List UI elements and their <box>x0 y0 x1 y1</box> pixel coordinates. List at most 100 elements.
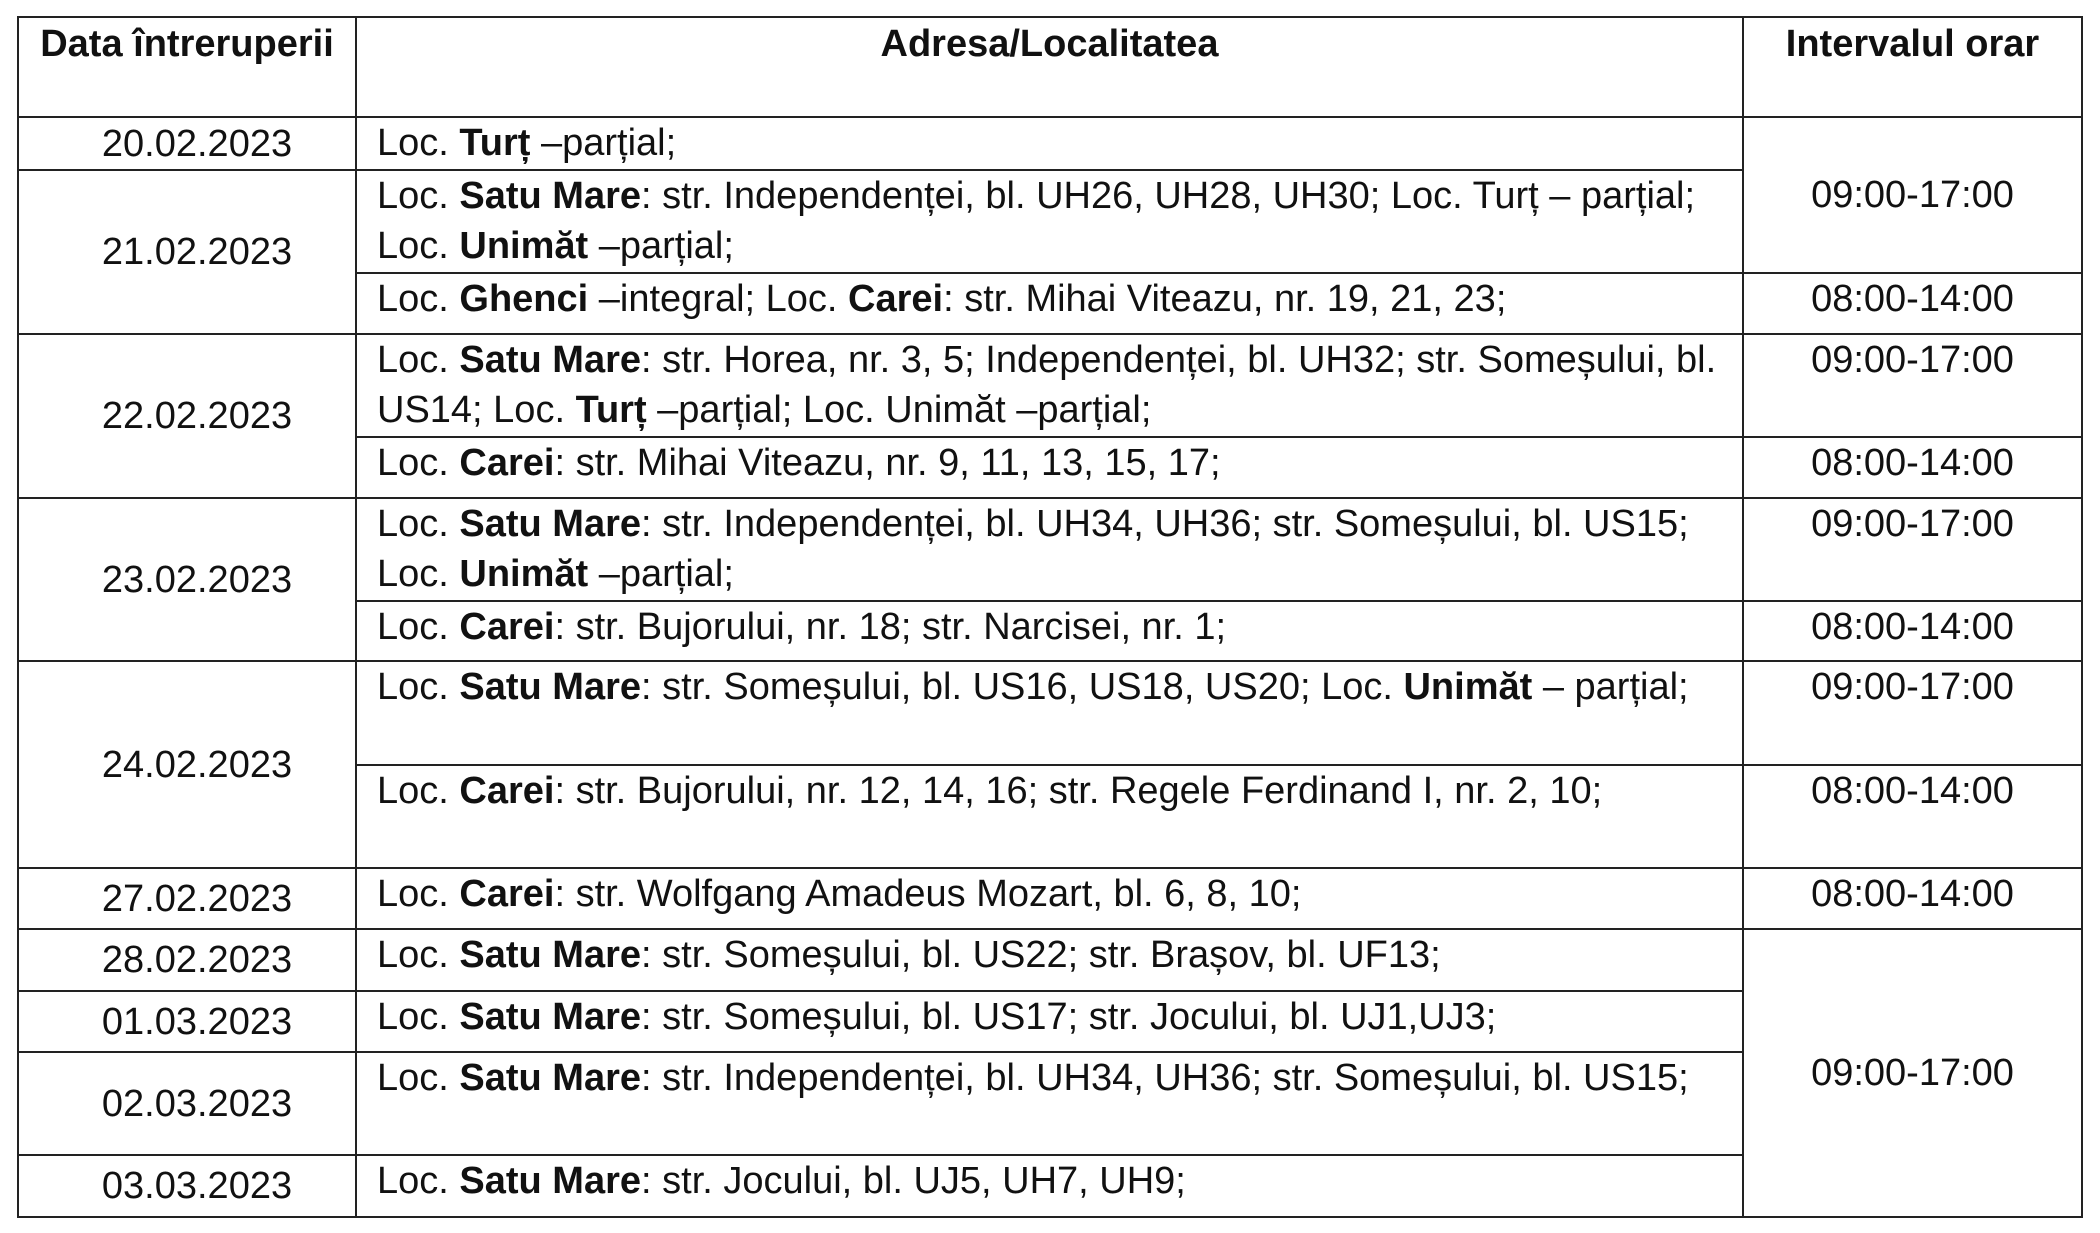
address-text: Loc. <box>377 442 460 484</box>
date-cell: 22.02.2023 <box>17 333 357 499</box>
interval-cell: 08:00-14:00 <box>1742 436 2083 499</box>
address-text: Loc. <box>377 1057 460 1099</box>
address-cell: Loc. Satu Mare: str. Independenței, bl. … <box>355 169 1744 274</box>
address-cell: Loc. Carei: str. Bujorului, nr. 18; str.… <box>355 600 1744 662</box>
date-cell: 02.03.2023 <box>17 1051 357 1156</box>
table-row: 01.03.2023 Loc. Satu Mare: str. Someșului… <box>17 990 2082 1053</box>
address-text: –parțial; <box>588 225 734 267</box>
address-text: : str. Someșului, bl. US22; str. Brașov,… <box>641 934 1441 976</box>
address-text: Loc. <box>377 1160 460 1202</box>
address-cell: Loc. Satu Mare: str. Independenței, bl. … <box>355 1051 1744 1156</box>
table-row: Loc. Carei: str. Bujorului, nr. 12, 14, … <box>18 764 2083 869</box>
locality-name: Unimăt <box>459 553 589 595</box>
date-cell: 23.02.2023 <box>17 497 357 662</box>
address-text: Loc. <box>377 175 460 217</box>
address-text: : str. Jocului, bl. UJ5, UH7, UH9; <box>641 1160 1186 1202</box>
interval-cell: 09:00-17:00 <box>1742 928 2083 1218</box>
address-text: : str. Someșului, bl. US17; str. Jocului… <box>641 996 1497 1038</box>
address-cell: Loc. Satu Mare: str. Jocului, bl. UJ5, U… <box>355 1154 1744 1218</box>
locality-name: Carei <box>459 442 555 484</box>
address-cell: Loc. Carei: str. Wolfgang Amadeus Mozart… <box>355 867 1744 930</box>
table-row: 28.02.2023 Loc. Satu Mare: str. Someșului… <box>17 928 2083 1218</box>
locality-name: Turț <box>575 389 647 431</box>
date-cell: 01.03.2023 <box>17 990 357 1053</box>
address-text: Loc. <box>377 666 460 708</box>
outage-schedule-table: Data întreruperii Adresa/Localitatea Int… <box>17 16 2083 1218</box>
locality-name: Carei <box>459 873 555 915</box>
table-row: 22.02.2023 Loc. Satu Mare: str. Horea, nr… <box>17 333 2083 499</box>
address-text: : str. Independenței, bl. UH26, UH28, UH… <box>377 175 1696 267</box>
address-cell: Loc. Carei: str. Mihai Viteazu, nr. 9, 1… <box>355 436 1744 499</box>
address-text: Loc. <box>377 278 460 320</box>
interval-cell: 09:00-17:00 <box>1742 333 2083 438</box>
address-text: Loc. <box>377 873 460 915</box>
address-text: –parțial; <box>530 122 677 164</box>
address-text: Loc. <box>377 122 460 164</box>
date-cell: 21.02.2023 <box>17 169 357 335</box>
header-row: Data întreruperii Adresa/Localitatea Int… <box>17 16 2083 118</box>
table-row: Loc. Carei: str. Mihai Viteazu, nr. 9, 1… <box>18 436 2083 499</box>
address-text: : str. Bujorului, nr. 12, 14, 16; str. R… <box>554 770 1603 812</box>
locality-name: Satu Mare <box>459 503 642 545</box>
address-cell: Loc. Satu Mare: str. Someșului, bl. US17… <box>355 990 1744 1053</box>
locality-name: Satu Mare <box>459 666 642 708</box>
table-row: 02.03.2023 Loc. Satu Mare: str. Independe… <box>17 1051 2082 1156</box>
locality-name: Unimăt <box>1403 666 1533 708</box>
address-text: : str. Bujorului, nr. 18; str. Narcisei,… <box>554 606 1227 648</box>
address-text: Loc. <box>377 503 460 545</box>
locality-name: Carei <box>459 770 555 812</box>
interval-cell: 08:00-14:00 <box>1742 272 2083 335</box>
address-text: : str. Mihai Viteazu, nr. 19, 21, 23; <box>943 278 1507 320</box>
address-cell: Loc. Satu Mare: str. Independenței, bl. … <box>355 497 1744 602</box>
table-row: 20.02.2023 Loc. Turț –parțial; 09:00-17:00 <box>17 116 2083 274</box>
locality-name: Satu Mare <box>459 996 642 1038</box>
address-cell: Loc. Ghenci –integral; Loc. Carei: str. … <box>355 272 1744 335</box>
locality-name: Satu Mare <box>459 934 642 976</box>
address-text: Loc. <box>377 339 460 381</box>
address-text: –integral; Loc. <box>588 278 849 320</box>
table-row: 23.02.2023 Loc. Satu Mare: str. Independe… <box>17 497 2083 662</box>
interval-cell: 08:00-14:00 <box>1742 764 2083 869</box>
table-row: 21.02.2023 Loc. Satu Mare: str. Independe… <box>17 169 2082 335</box>
locality-name: Satu Mare <box>459 1057 642 1099</box>
header-date: Data întreruperii <box>17 16 357 118</box>
address-text: : str. Independenței, bl. UH34, UH36; st… <box>377 503 1689 595</box>
table-row: Loc. Carei: str. Bujorului, nr. 18; str.… <box>18 600 2083 662</box>
address-text: –parțial; <box>588 553 734 595</box>
address-cell: Loc. Satu Mare: str. Someșului, bl. US22… <box>355 928 1744 992</box>
locality-name: Ghenci <box>459 278 589 320</box>
address-text: Loc. <box>377 934 460 976</box>
address-text: : str. Independenței, bl. UH34, UH36; st… <box>641 1057 1689 1099</box>
interval-cell: 08:00-14:00 <box>1742 867 2083 930</box>
address-cell: Loc. Satu Mare: str. Someșului, bl. US16… <box>355 660 1744 766</box>
table-row: Loc. Ghenci –integral; Loc. Carei: str. … <box>18 272 2083 335</box>
interval-cell: 09:00-17:00 <box>1742 116 2083 274</box>
address-cell: Loc. Turț –parțial; <box>355 116 1744 171</box>
interval-cell: 08:00-14:00 <box>1742 600 2083 662</box>
interval-cell: 09:00-17:00 <box>1742 497 2083 602</box>
address-text: – parțial; <box>1532 666 1689 708</box>
date-cell: 27.02.2023 <box>17 867 357 930</box>
address-text: Loc. <box>377 770 460 812</box>
address-cell: Loc. Carei: str. Bujorului, nr. 12, 14, … <box>355 764 1744 869</box>
locality-name: Unimăt <box>459 225 589 267</box>
locality-name: Satu Mare <box>459 1160 642 1202</box>
table-row: 24.02.2023 Loc. Satu Mare: str. Someșului… <box>17 660 2083 869</box>
address-text: : str. Horea, nr. 3, 5; Independenței, b… <box>377 339 1717 431</box>
header-address: Adresa/Localitatea <box>355 16 1744 118</box>
locality-name: Satu Mare <box>459 175 642 217</box>
address-text: Loc. <box>377 996 460 1038</box>
header-interval: Intervalul orar <box>1742 16 2083 118</box>
address-text: : str. Someșului, bl. US16, US18, US20; … <box>641 666 1404 708</box>
interval-cell: 09:00-17:00 <box>1742 660 2083 766</box>
table-row: 27.02.2023 Loc. Carei: str. Wolfgang Amad… <box>17 867 2083 930</box>
address-text: –parțial; Loc. Unimăt –parțial; <box>646 389 1152 431</box>
locality-name: Turț <box>459 122 531 164</box>
locality-name: Satu Mare <box>459 339 642 381</box>
address-cell: Loc. Satu Mare: str. Horea, nr. 3, 5; In… <box>355 333 1744 438</box>
address-text: : str. Mihai Viteazu, nr. 9, 11, 13, 15,… <box>554 442 1221 484</box>
date-cell: 03.03.2023 <box>17 1154 357 1218</box>
table-row: 03.03.2023 Loc. Satu Mare: str. Jocului, … <box>17 1154 2082 1218</box>
locality-name: Carei <box>848 278 944 320</box>
address-text: Loc. <box>377 606 460 648</box>
